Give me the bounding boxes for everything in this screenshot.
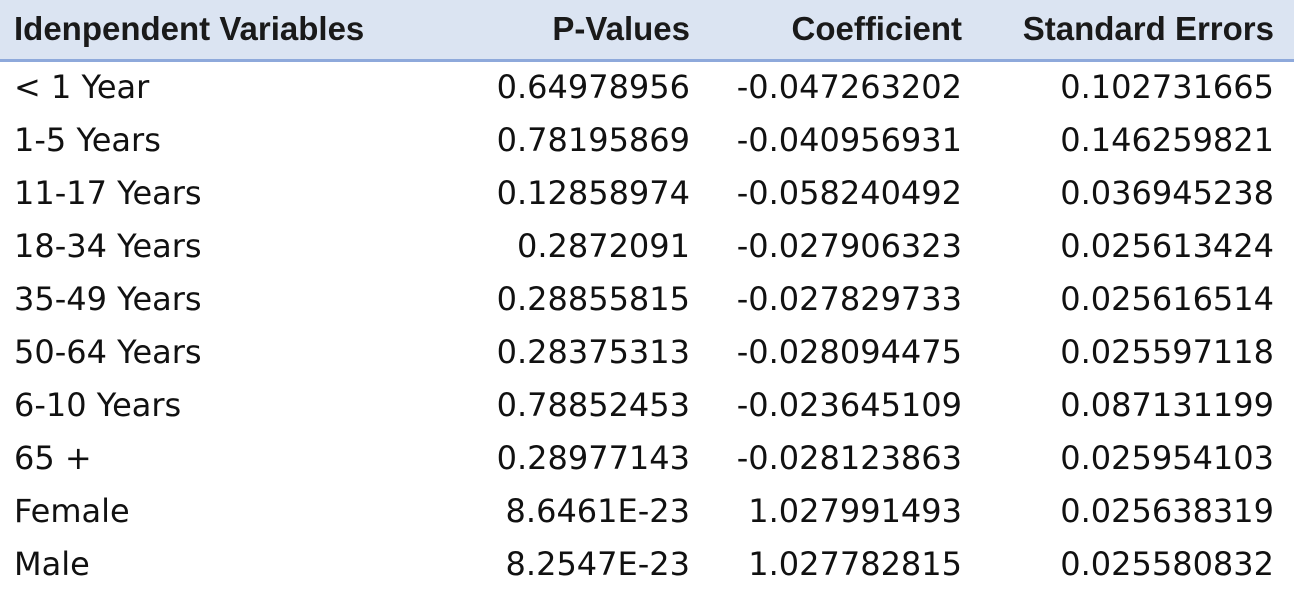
variable-name-cell: 6-10 Years xyxy=(14,385,182,424)
header-row: Idenpendent Variables P-Values Coefficie… xyxy=(0,0,1294,62)
coefficient-cell: -0.027906323 xyxy=(736,226,962,265)
variable-name-cell: < 1 Year xyxy=(14,68,150,107)
coefficient-cell: -0.047263202 xyxy=(736,68,962,107)
table-row: Male 8.2547E-23 1.027782815 0.025580832 xyxy=(0,537,1294,590)
table-row: 1-5 Years 0.78195869 -0.040956931 0.1462… xyxy=(0,113,1294,166)
p-value-cell: 8.2547E-23 xyxy=(505,544,690,583)
table-row: 65 + 0.28977143 -0.028123863 0.025954103 xyxy=(0,431,1294,484)
variable-name-cell: Male xyxy=(14,544,90,583)
standard-error-cell: 0.025613424 xyxy=(1060,226,1274,265)
header-p-values: P-Values xyxy=(470,0,710,62)
p-value-cell: 0.28977143 xyxy=(496,438,690,477)
variable-name-cell: Female xyxy=(14,491,130,530)
p-value-cell: 0.64978956 xyxy=(496,68,690,107)
coefficient-cell: -0.028123863 xyxy=(736,438,962,477)
variable-name-cell: 35-49 Years xyxy=(14,279,202,318)
standard-error-cell: 0.025597118 xyxy=(1060,332,1274,371)
p-value-cell: 0.28375313 xyxy=(496,332,690,371)
p-value-cell: 8.6461E-23 xyxy=(505,491,690,530)
table-row: Female 8.6461E-23 1.027991493 0.02563831… xyxy=(0,484,1294,537)
coefficient-cell: -0.023645109 xyxy=(736,385,962,424)
variable-name-cell: 11-17 Years xyxy=(14,173,202,212)
coefficient-cell: -0.058240492 xyxy=(736,173,962,212)
standard-error-cell: 0.025954103 xyxy=(1060,438,1274,477)
standard-error-cell: 0.102731665 xyxy=(1060,68,1274,107)
standard-error-cell: 0.025580832 xyxy=(1060,544,1274,583)
p-value-cell: 0.28855815 xyxy=(496,279,690,318)
table-header: Idenpendent Variables P-Values Coefficie… xyxy=(0,0,1294,62)
header-standard-errors: Standard Errors xyxy=(982,0,1294,62)
header-coefficient: Coefficient xyxy=(710,0,982,62)
p-value-cell: 0.78852453 xyxy=(496,385,690,424)
coefficient-cell: 1.027991493 xyxy=(748,491,962,530)
variable-name-cell: 18-34 Years xyxy=(14,226,202,265)
standard-error-cell: 0.087131199 xyxy=(1060,385,1274,424)
table-body: < 1 Year 0.64978956 -0.047263202 0.10273… xyxy=(0,60,1294,590)
coefficient-cell: -0.027829733 xyxy=(736,279,962,318)
coefficient-cell: 1.027782815 xyxy=(748,544,962,583)
variable-name-cell: 1-5 Years xyxy=(14,120,161,159)
p-value-cell: 0.78195869 xyxy=(496,120,690,159)
coefficient-cell: -0.040956931 xyxy=(736,120,962,159)
table-row: 18-34 Years 0.2872091 -0.027906323 0.025… xyxy=(0,219,1294,272)
standard-error-cell: 0.146259821 xyxy=(1060,120,1274,159)
p-value-cell: 0.12858974 xyxy=(496,173,690,212)
variable-name-cell: 50-64 Years xyxy=(14,332,202,371)
table-row: 11-17 Years 0.12858974 -0.058240492 0.03… xyxy=(0,166,1294,219)
variable-name-cell: 65 + xyxy=(14,438,92,477)
standard-error-cell: 0.025638319 xyxy=(1060,491,1274,530)
table-row: 35-49 Years 0.28855815 -0.027829733 0.02… xyxy=(0,272,1294,325)
table-row: 6-10 Years 0.78852453 -0.023645109 0.087… xyxy=(0,378,1294,431)
standard-error-cell: 0.025616514 xyxy=(1060,279,1274,318)
p-value-cell: 0.2872091 xyxy=(516,226,690,265)
coefficient-cell: -0.028094475 xyxy=(736,332,962,371)
standard-error-cell: 0.036945238 xyxy=(1060,173,1274,212)
table-row: 50-64 Years 0.28375313 -0.028094475 0.02… xyxy=(0,325,1294,378)
header-independent-variables: Idenpendent Variables xyxy=(0,0,470,62)
table-row: < 1 Year 0.64978956 -0.047263202 0.10273… xyxy=(0,60,1294,113)
